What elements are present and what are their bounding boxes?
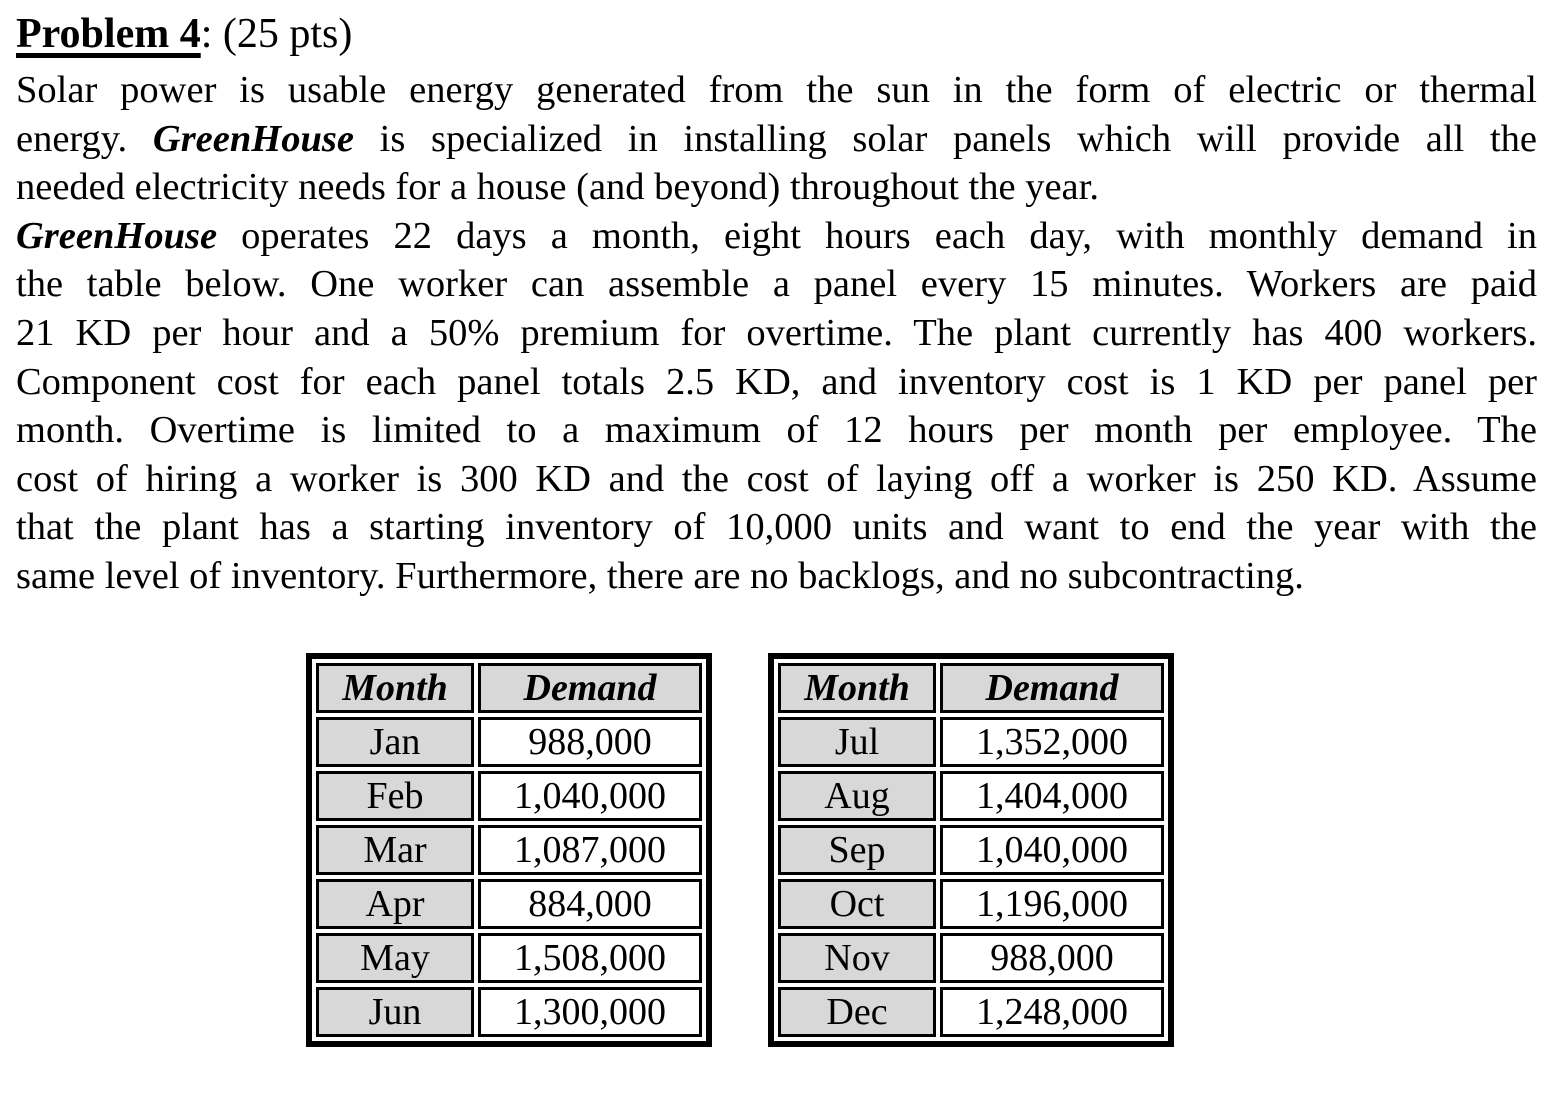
month-cell: Dec <box>778 986 936 1037</box>
demand-cell: 1,404,000 <box>940 770 1164 821</box>
body-line-text: is specialized in installing solar panel… <box>353 117 1537 160</box>
body-line: that the plant has a starting inventory … <box>16 503 1537 552</box>
body-line-text: the table below. One worker can assemble… <box>16 263 1537 306</box>
brand-name: GreenHouse <box>16 214 218 257</box>
demand-cell: 1,040,000 <box>478 770 702 821</box>
month-cell: May <box>316 932 474 983</box>
body-line: same level of inventory. Furthermore, th… <box>16 552 1537 601</box>
demand-cell: 1,087,000 <box>478 824 702 875</box>
body-line-text: needed electricity needs for a house (an… <box>16 166 1099 209</box>
demand-cell: 1,248,000 <box>940 986 1164 1037</box>
body-line-text: same level of inventory. Furthermore, th… <box>16 554 1304 597</box>
body-line-text: month. Overtime is limited to a maximum … <box>16 409 1537 452</box>
column-header-month: Month <box>316 662 474 713</box>
body-line: cost of hiring a worker is 300 KD and th… <box>16 455 1537 504</box>
body-line: Solar power is usable energy generated f… <box>16 66 1537 115</box>
table-row: Mar 1,087,000 <box>316 824 702 875</box>
month-cell: Jan <box>316 716 474 767</box>
demand-table-jan-jun: Month Demand Jan 988,000 Feb 1,040,000 M… <box>306 652 712 1047</box>
demand-cell: 884,000 <box>478 878 702 929</box>
table-row: Feb 1,040,000 <box>316 770 702 821</box>
table-row: Nov 988,000 <box>778 932 1164 983</box>
body-line: energy. GreenHouse is specialized in ins… <box>16 115 1537 164</box>
table-row: Oct 1,196,000 <box>778 878 1164 929</box>
body-line-text: energy. <box>16 117 153 160</box>
demand-cell: 1,040,000 <box>940 824 1164 875</box>
demand-cell: 1,508,000 <box>478 932 702 983</box>
table-row: Aug 1,404,000 <box>778 770 1164 821</box>
body-line-text: Component cost for each panel totals 2.5… <box>16 360 1537 403</box>
column-header-demand: Demand <box>478 662 702 713</box>
table-row: Sep 1,040,000 <box>778 824 1164 875</box>
table-row: Apr 884,000 <box>316 878 702 929</box>
body-line: Component cost for each panel totals 2.5… <box>16 358 1537 407</box>
demand-cell: 988,000 <box>478 716 702 767</box>
table-header-row: Month Demand <box>778 662 1164 713</box>
demand-table-jul-dec: Month Demand Jul 1,352,000 Aug 1,404,000… <box>768 652 1174 1047</box>
demand-cell: 988,000 <box>940 932 1164 983</box>
month-cell: Apr <box>316 878 474 929</box>
demand-cell: 1,352,000 <box>940 716 1164 767</box>
problem-title-label: Problem 4 <box>16 11 201 57</box>
demand-cell: 1,300,000 <box>478 986 702 1037</box>
body-line: needed electricity needs for a house (an… <box>16 163 1537 212</box>
body-line: month. Overtime is limited to a maximum … <box>16 406 1537 455</box>
table-row: Jan 988,000 <box>316 716 702 767</box>
problem-title: Problem 4: (25 pts) <box>16 6 1539 62</box>
body-line: the table below. One worker can assemble… <box>16 260 1537 309</box>
demand-cell: 1,196,000 <box>940 878 1164 929</box>
table-header-row: Month Demand <box>316 662 702 713</box>
body-line-text: 21 KD per hour and a 50% premium for ove… <box>16 311 1537 354</box>
month-cell: Oct <box>778 878 936 929</box>
table-row: Jun 1,300,000 <box>316 986 702 1037</box>
table-row: Dec 1,248,000 <box>778 986 1164 1037</box>
table-row: Jul 1,352,000 <box>778 716 1164 767</box>
month-cell: Feb <box>316 770 474 821</box>
month-cell: Aug <box>778 770 936 821</box>
table-row: May 1,508,000 <box>316 932 702 983</box>
body-line-text: that the plant has a starting inventory … <box>16 506 1537 549</box>
body-line-text: Solar power is usable energy generated f… <box>16 69 1537 111</box>
document: Problem 4: (25 pts) Solar power is usabl… <box>16 6 1539 1047</box>
month-cell: Mar <box>316 824 474 875</box>
brand-name: GreenHouse <box>152 117 354 160</box>
demand-tables: Month Demand Jan 988,000 Feb 1,040,000 M… <box>16 652 1539 1047</box>
column-header-month: Month <box>778 662 936 713</box>
body-line: GreenHouse operates 22 days a month, eig… <box>16 212 1537 261</box>
month-cell: Nov <box>778 932 936 983</box>
body-line-text: cost of hiring a worker is 300 KD and th… <box>16 457 1537 500</box>
month-cell: Jun <box>316 986 474 1037</box>
problem-statement: Solar power is usable energy generated f… <box>16 66 1537 601</box>
month-cell: Jul <box>778 716 936 767</box>
problem-title-points: : (25 pts) <box>200 11 353 57</box>
body-line: 21 KD per hour and a 50% premium for ove… <box>16 309 1537 358</box>
month-cell: Sep <box>778 824 936 875</box>
column-header-demand: Demand <box>940 662 1164 713</box>
body-line-text: operates 22 days a month, eight hours ea… <box>217 214 1537 257</box>
